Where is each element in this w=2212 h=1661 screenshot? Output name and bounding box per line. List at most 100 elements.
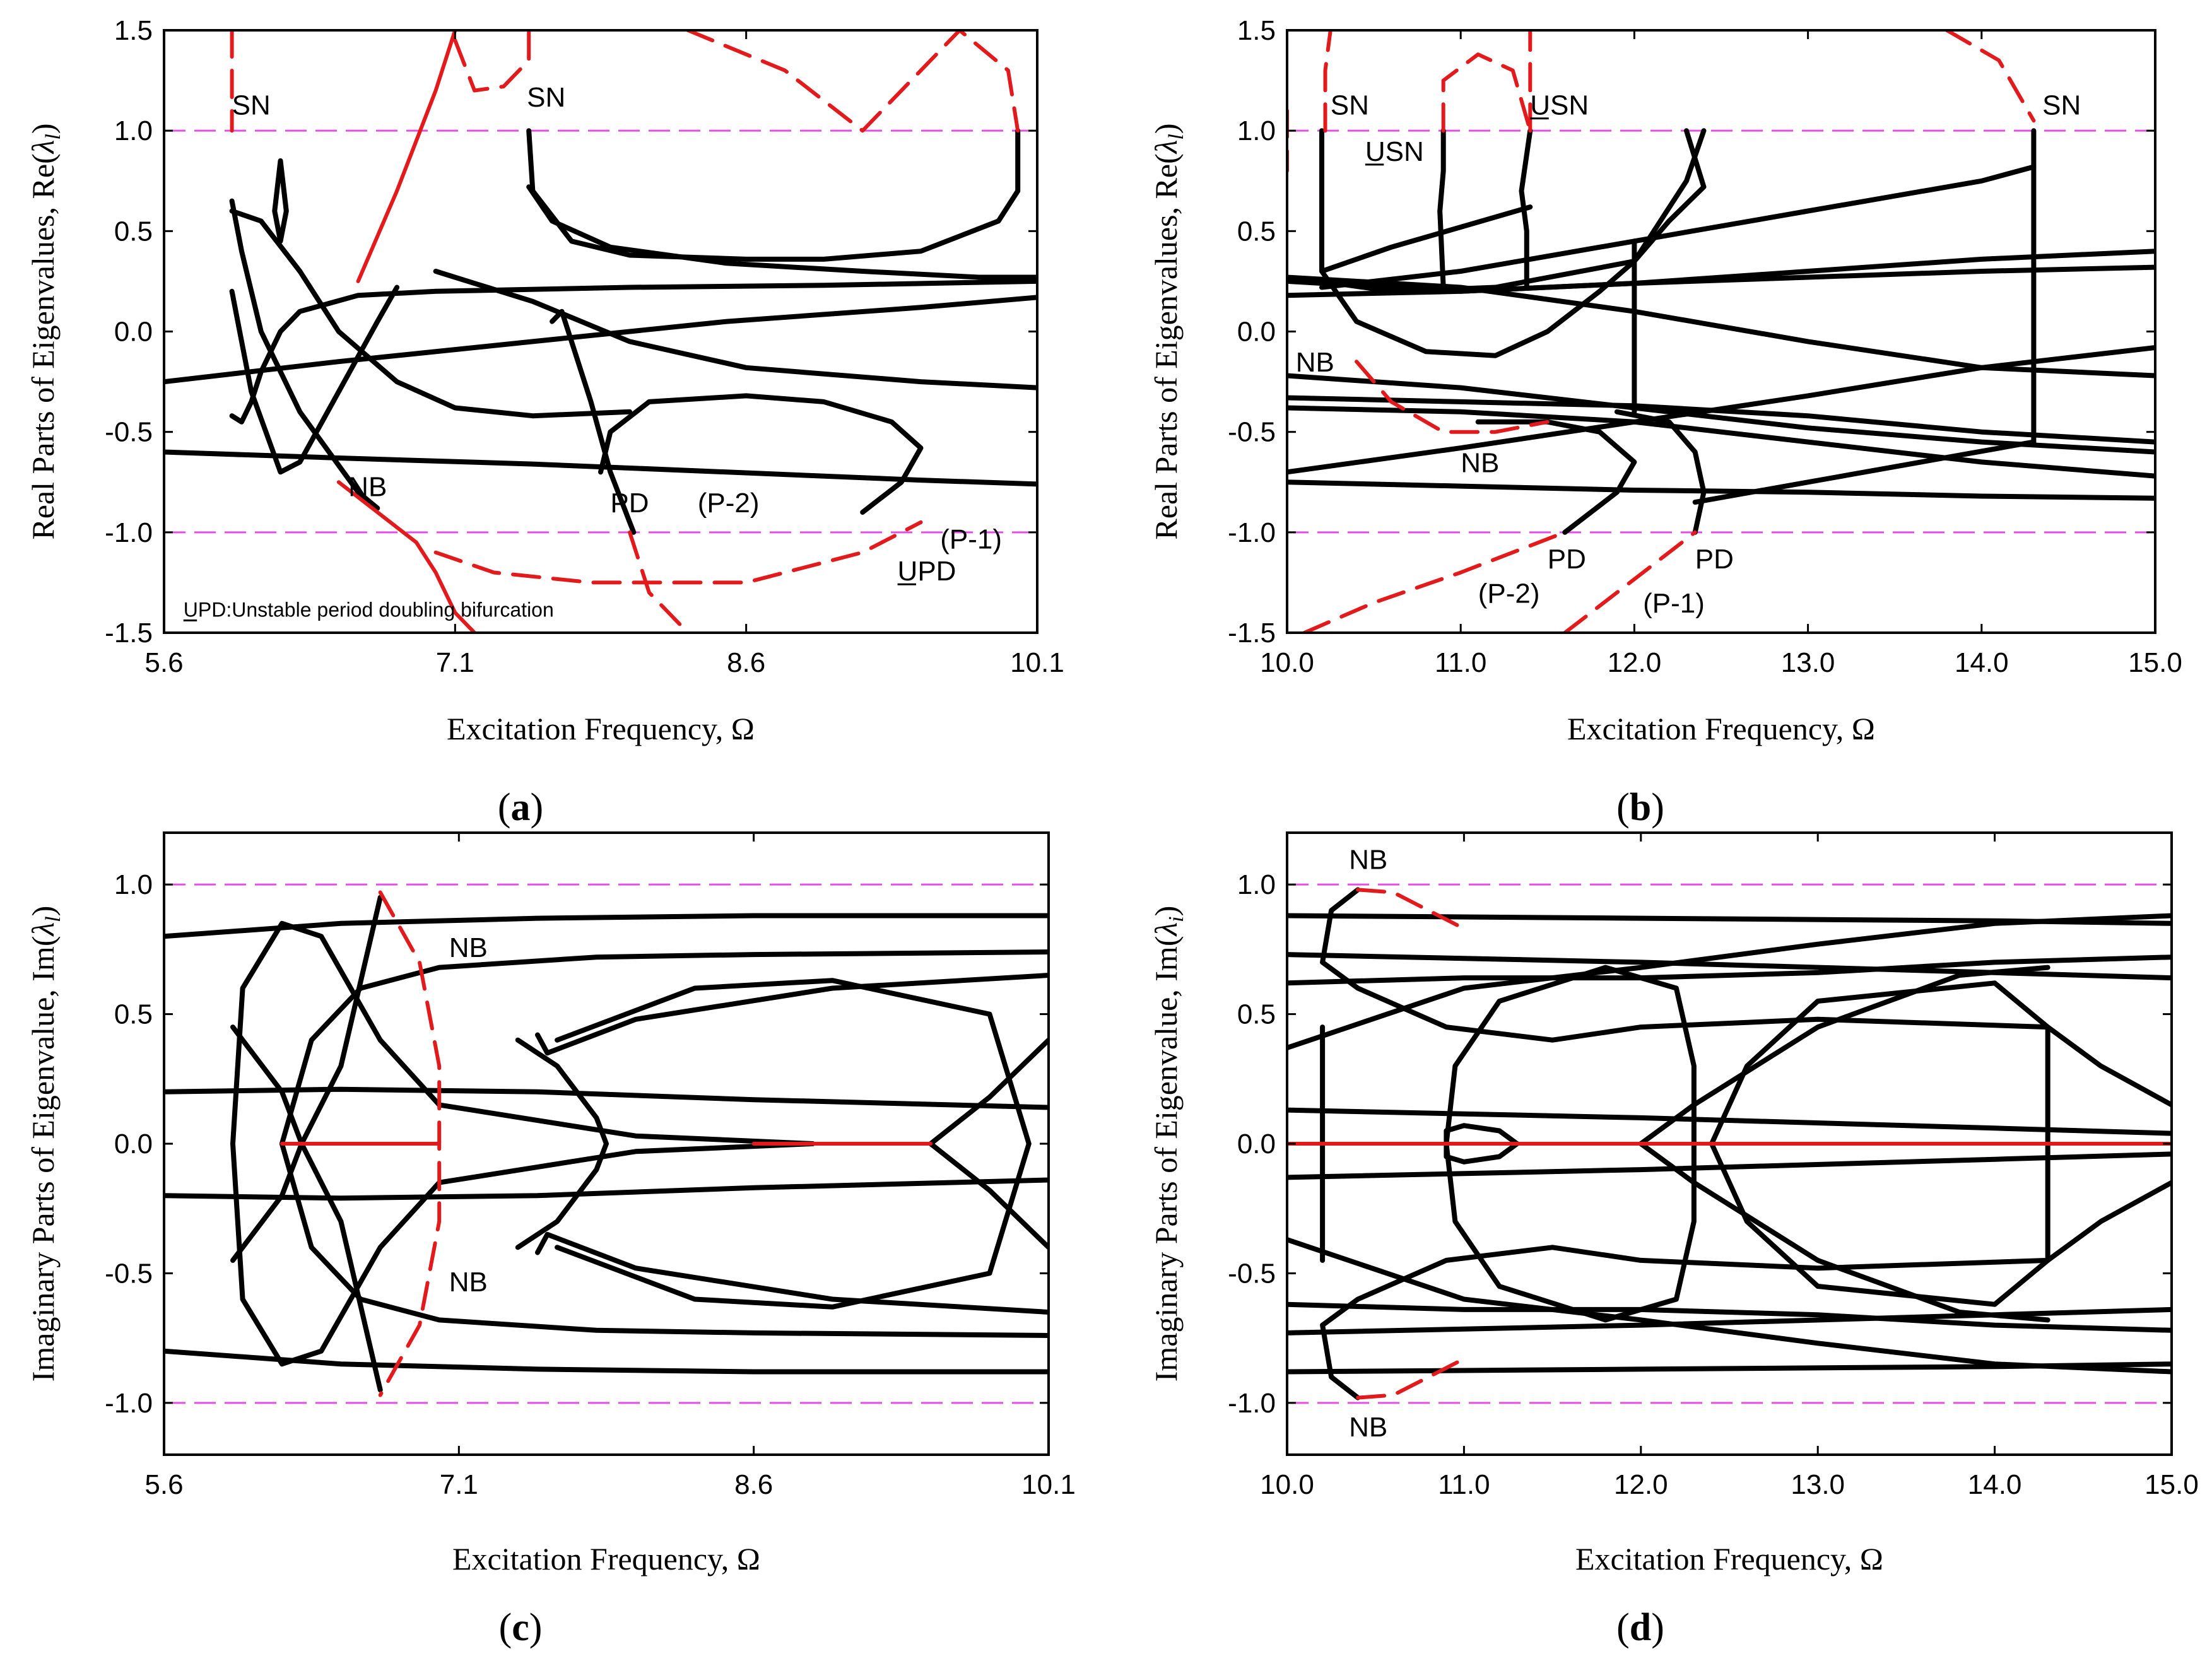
annotation-label: SN — [527, 82, 565, 113]
series-line-unstable-23 — [1355, 360, 1550, 434]
annotation-label: USN — [1530, 90, 1589, 121]
annotation-label: NB — [449, 932, 488, 963]
x-tick-label: 11.0 — [1438, 1469, 1490, 1500]
x-tick-label: 7.1 — [436, 647, 474, 678]
annotation-label: NB — [1296, 347, 1334, 378]
series-line-unstable-15 — [453, 30, 531, 93]
annotation-label: (P-1) — [940, 524, 1002, 555]
caption-close: ) — [531, 786, 544, 829]
series-group — [164, 30, 1037, 633]
series-line-stable-18 — [1692, 439, 2037, 505]
y-tick-label: 1.5 — [114, 15, 153, 46]
chart-panel-c: 5.6 7.1 8.6 10.1 1.0 0.5 0.0 -0.5 -1.0 Excitation… — [25, 831, 1076, 1649]
series-line-stable-5 — [1287, 1151, 2172, 1180]
series-line-stable-11 — [535, 973, 1049, 1056]
series-line-stable-17 — [1614, 409, 1707, 535]
y-tick-label: 1.0 — [1237, 115, 1276, 146]
y-axis-label: Real Parts of Eigenvalues, Re(λl) — [25, 123, 65, 539]
caption-letter: d — [1630, 1606, 1651, 1649]
series-line-stable-10 — [515, 1037, 609, 1250]
annotation-label: NB — [449, 1267, 488, 1298]
series-line-stable-11 — [598, 393, 924, 515]
panel-caption: (c) — [499, 1606, 543, 1649]
caption-close: ) — [529, 1606, 543, 1649]
y-label-end: ) — [25, 123, 61, 134]
series-line-stable-3 — [1287, 1306, 2172, 1335]
series-line-stable-2 — [229, 285, 400, 475]
series-line-stable-5 — [164, 449, 1037, 487]
annotation-label: NB — [1461, 447, 1499, 478]
panel-caption: (a) — [498, 786, 543, 829]
y-tick-label: 0.5 — [1237, 999, 1276, 1030]
series-line-stable-4 — [1287, 1107, 2172, 1136]
series-group — [1287, 30, 2155, 633]
series-line-stable-2 — [1287, 274, 2155, 379]
series-line-stable-6 — [272, 158, 289, 244]
series-line-stable-9 — [433, 269, 1037, 390]
y-tick-label: 1.0 — [114, 869, 153, 900]
series-line-stable-0 — [1287, 913, 2172, 926]
series-line-stable-10 — [1437, 128, 1446, 290]
x-tick-label: 5.6 — [144, 647, 183, 678]
y-tick-label: 0.0 — [1237, 317, 1276, 348]
series-line-unstable-22 — [1356, 1357, 1466, 1400]
series-line-stable-4 — [279, 949, 1049, 1146]
series-line-stable-9 — [1319, 204, 1533, 274]
caption-letter: a — [511, 786, 531, 829]
chart-panel-a: 5.6 7.1 8.6 10.1 1.5 1.0 0.5 0.0 -0.5 -1.0 -1.5 Exc… — [25, 15, 1064, 829]
annotation-label: SN — [232, 90, 271, 121]
y-tick-label: -0.5 — [1228, 417, 1276, 448]
y-label-main: Imaginary Parts of Eigenvalue, Im( — [25, 936, 61, 1382]
series-line-stable-13 — [1638, 965, 2050, 1146]
series-line-stable-12 — [1444, 965, 1697, 1323]
series-line-unstable-19 — [1323, 30, 1332, 133]
y-tick-label: 0.0 — [114, 317, 153, 348]
y-tick-label: -1.0 — [1228, 1388, 1276, 1419]
series-group — [164, 890, 1049, 1397]
series-line-stable-13 — [1319, 128, 1707, 294]
series-line-stable-15 — [1709, 980, 2050, 1146]
x-tick-label: 10.0 — [1260, 647, 1314, 678]
annotation-label: UPD:Unstable period doubling bifurcation — [184, 599, 554, 621]
caption-letter: c — [512, 1606, 529, 1649]
annotation-label: PD — [1695, 544, 1734, 575]
x-tick-label: 15.0 — [2128, 647, 2182, 678]
series-line-stable-8 — [1287, 954, 2172, 986]
x-tick-label: 10.1 — [1010, 647, 1064, 678]
annotation-label: NB — [1349, 1412, 1387, 1443]
y-tick-label: 0.5 — [1237, 216, 1276, 247]
x-axis-label: Excitation Frequency, Ω — [1575, 1541, 1883, 1576]
x-tick-label: 10.1 — [1021, 1469, 1076, 1500]
x-tick-label: 12.0 — [1608, 647, 1662, 678]
y-label-symbol: λ — [25, 922, 61, 937]
y-label-end: ) — [1148, 906, 1184, 917]
annotation-label: (P-2) — [1478, 578, 1540, 609]
y-tick-label: -1.5 — [105, 618, 153, 649]
annotation-label: (P-2) — [698, 488, 760, 519]
annotation-label: UPD — [898, 556, 956, 587]
series-line-unstable-17 — [378, 890, 442, 1397]
y-tick-label: -1.0 — [105, 517, 153, 548]
series-group — [1287, 887, 2172, 1400]
panel-caption: (d) — [1616, 1606, 1664, 1649]
x-tick-label: 14.0 — [1955, 647, 2009, 678]
y-tick-label: 0.0 — [114, 1129, 153, 1159]
series-line-stable-7 — [1287, 1237, 2172, 1375]
y-label-subscript: l — [42, 134, 65, 139]
annotation-label: (P-1) — [1643, 588, 1705, 619]
y-axis-label: Imaginary Parts of Eigenvalue, Im(λl) — [25, 906, 65, 1382]
y-label-symbol: λ — [25, 140, 61, 155]
series-line-stable-4 — [164, 295, 1037, 385]
y-label-symbol: λ — [1148, 922, 1184, 937]
x-tick-label: 8.6 — [727, 647, 765, 678]
annotation-label: SN — [2042, 90, 2081, 121]
series-line-stable-14 — [1638, 1141, 2050, 1323]
x-tick-label: 13.0 — [1791, 1469, 1845, 1500]
caption-open: ( — [498, 786, 511, 829]
chart-panel-d: 10.0 11.0 12.0 13.0 14.0 15.0 1.0 0.5 0.0 -0.5 -1.… — [1148, 831, 2199, 1649]
series-line-stable-5 — [279, 1141, 1049, 1338]
panel-caption: (b) — [1616, 786, 1664, 829]
series-line-unstable-22 — [1944, 30, 2036, 123]
series-line-unstable-21 — [1356, 888, 1466, 930]
